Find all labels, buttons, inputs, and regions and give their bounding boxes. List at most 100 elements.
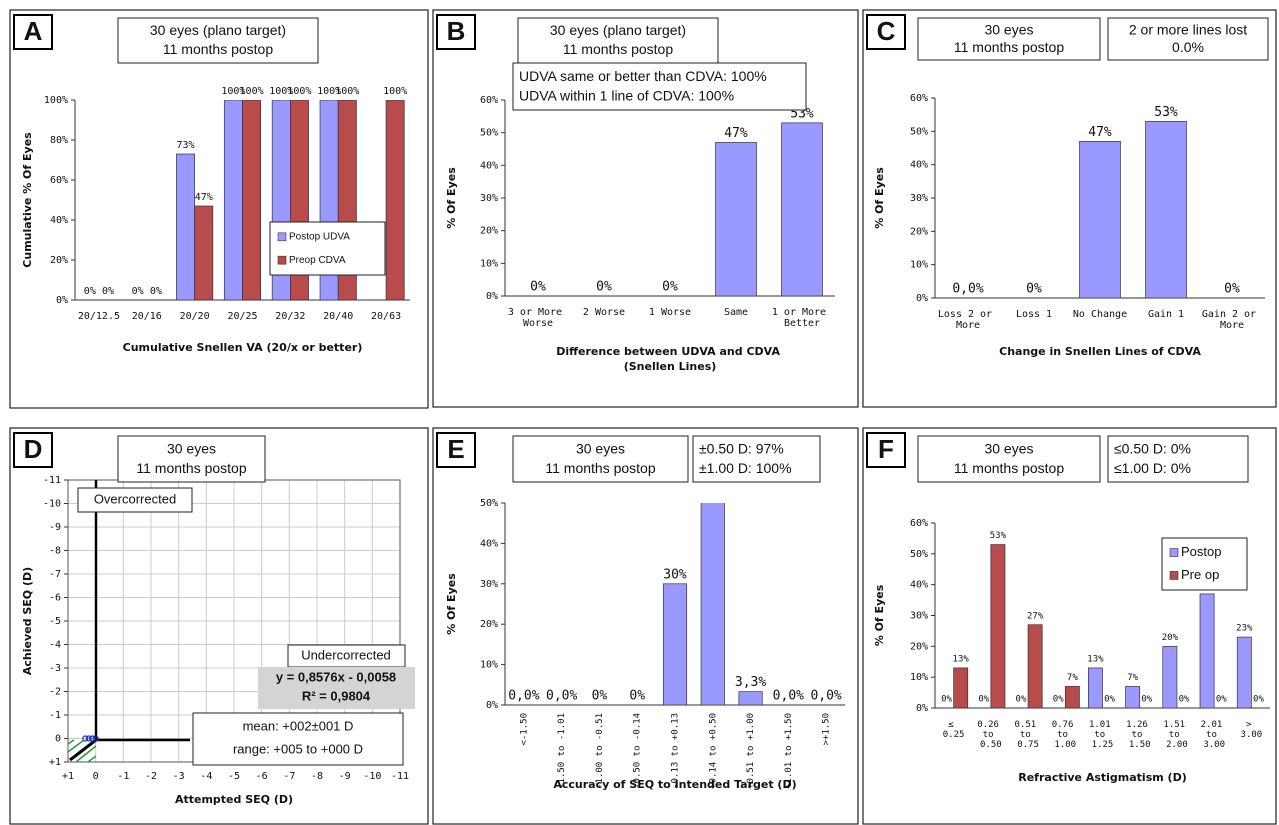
data-label: 47% — [1088, 125, 1112, 140]
annotation: range: +005 to +000 D — [233, 741, 363, 756]
y-tick-label: 60% — [910, 93, 928, 104]
panel-letter: C — [877, 16, 896, 46]
text-line: to — [1206, 730, 1222, 740]
legend-swatch — [277, 232, 287, 242]
x-tick-label: -2 — [145, 771, 157, 782]
data-label: 0% — [150, 286, 162, 297]
x-tick-label: -9 — [339, 771, 351, 782]
x-tick-label: > 3.00 — [1241, 720, 1263, 740]
annotation: Undercorrected — [301, 647, 391, 662]
panel-letter-box — [436, 432, 476, 468]
x-tick-label: -8 — [311, 771, 323, 782]
bar — [1125, 686, 1141, 708]
data-label: 0% — [1026, 282, 1042, 297]
panel-letter: F — [878, 434, 894, 464]
data-label: 100% — [221, 86, 245, 97]
legend-label: Postop UDVA — [289, 231, 350, 242]
chart-subtitle: 11 months postop — [136, 460, 246, 476]
x-tick-label: No Change — [1073, 309, 1127, 320]
x-tick-label: 1.51 to 2.00 — [1163, 720, 1190, 750]
text-line: 3.00 — [1203, 740, 1225, 750]
data-label: 0% — [1104, 695, 1115, 705]
data-label: 23% — [1236, 624, 1253, 634]
text-line: Gain 2 or — [1202, 309, 1262, 320]
annotation-box — [192, 712, 404, 766]
x-tick-label: -6 — [256, 771, 268, 782]
y-tick-label: 20% — [480, 619, 498, 630]
bar — [223, 100, 243, 300]
text-line: 0.76 — [1052, 720, 1079, 730]
bar — [176, 153, 195, 300]
title-box — [117, 435, 266, 483]
data-label: 0% — [102, 286, 114, 297]
data-label: 0% — [978, 695, 989, 705]
text-line: 1.26 — [1126, 720, 1153, 730]
bar — [700, 503, 725, 705]
x-tick-label: 20/12.5 — [78, 311, 120, 322]
legend-label: Preop CDVA — [289, 255, 346, 266]
y-tick-label: 40% — [50, 215, 68, 226]
x-tick-label: 1 or More Better — [772, 307, 832, 329]
y-tick-label: 30% — [910, 193, 928, 204]
y-tick-label: 0 — [55, 734, 61, 745]
y-tick-label: 20% — [50, 255, 68, 266]
y-tick-label: -9 — [49, 522, 61, 533]
bar — [715, 142, 757, 296]
chart-title: 30 eyes — [984, 21, 1033, 37]
chart-subtitle: 11 months postop — [954, 39, 1064, 55]
annotation: Overcorrected — [94, 491, 176, 506]
x-tick-label: -7 — [283, 771, 295, 782]
y-axis-label: % Of Eyes — [873, 167, 886, 229]
y-tick-label: 100% — [44, 95, 68, 106]
y-axis-label: % Of Eyes — [873, 584, 886, 646]
x-tick-label: 0.26 to 0.50 — [977, 720, 1004, 750]
text-line: Difference between UDVA and CDVA — [556, 345, 784, 358]
text-line: 1.50 — [1129, 740, 1151, 750]
y-tick-label: 20% — [910, 226, 928, 237]
y-tick-label: -3 — [49, 663, 61, 674]
reference-lines — [67, 480, 190, 763]
x-tick-label: -1.50 to -1.01 — [557, 713, 567, 789]
data-label: 13% — [953, 654, 970, 664]
data-label: 0,0% — [952, 282, 983, 297]
y-tick-label: 40% — [480, 160, 498, 171]
y-tick-label: -7 — [49, 569, 61, 580]
bar — [385, 100, 405, 300]
bar — [953, 667, 969, 708]
data-label: 100% — [240, 86, 264, 97]
legend-swatch — [1169, 548, 1179, 557]
panel-letter: A — [24, 16, 43, 46]
title-box — [517, 17, 719, 64]
x-tick-label: 2 Worse — [583, 307, 625, 318]
data-label: 0% — [1179, 695, 1190, 705]
x-tick-label: 20/40 — [323, 311, 353, 322]
x-tick-label: +0.14 to +0.50 — [708, 713, 718, 789]
data-label: 100% — [335, 86, 359, 97]
bar — [990, 544, 1006, 708]
y-tick-label: 30% — [480, 579, 498, 590]
bar — [1199, 593, 1215, 708]
text-line: to — [1169, 730, 1185, 740]
text-line: Better — [784, 318, 820, 329]
panel-frame — [862, 9, 1277, 408]
y-tick-label: 20% — [910, 641, 928, 652]
x-tick-label: ≤ 0.25 — [943, 720, 965, 740]
x-tick-label: -5 — [228, 771, 240, 782]
panel-letter-box — [866, 14, 906, 50]
data-label: 30% — [663, 567, 687, 582]
data-label: 0,0% — [508, 689, 539, 704]
x-tick-label: -0.50 to -0.14 — [633, 713, 643, 789]
annotation-box — [692, 435, 821, 483]
y-axis-label: Achieved SEQ (D) — [21, 567, 34, 675]
y-tick-label: -10 — [43, 499, 61, 510]
annotation: y = 0,8576x - 0,0058 — [276, 669, 396, 684]
x-tick-label: 20/25 — [227, 311, 257, 322]
y-tick-label: 10% — [910, 260, 928, 271]
data-label: 0% — [629, 689, 645, 704]
bar — [1162, 645, 1178, 708]
text-line: 0.75 — [1017, 740, 1039, 750]
y-tick-label: -1 — [49, 710, 61, 721]
text-line: 2.00 — [1166, 740, 1188, 750]
y-tick-label: 20% — [480, 226, 498, 237]
bar — [781, 122, 823, 296]
